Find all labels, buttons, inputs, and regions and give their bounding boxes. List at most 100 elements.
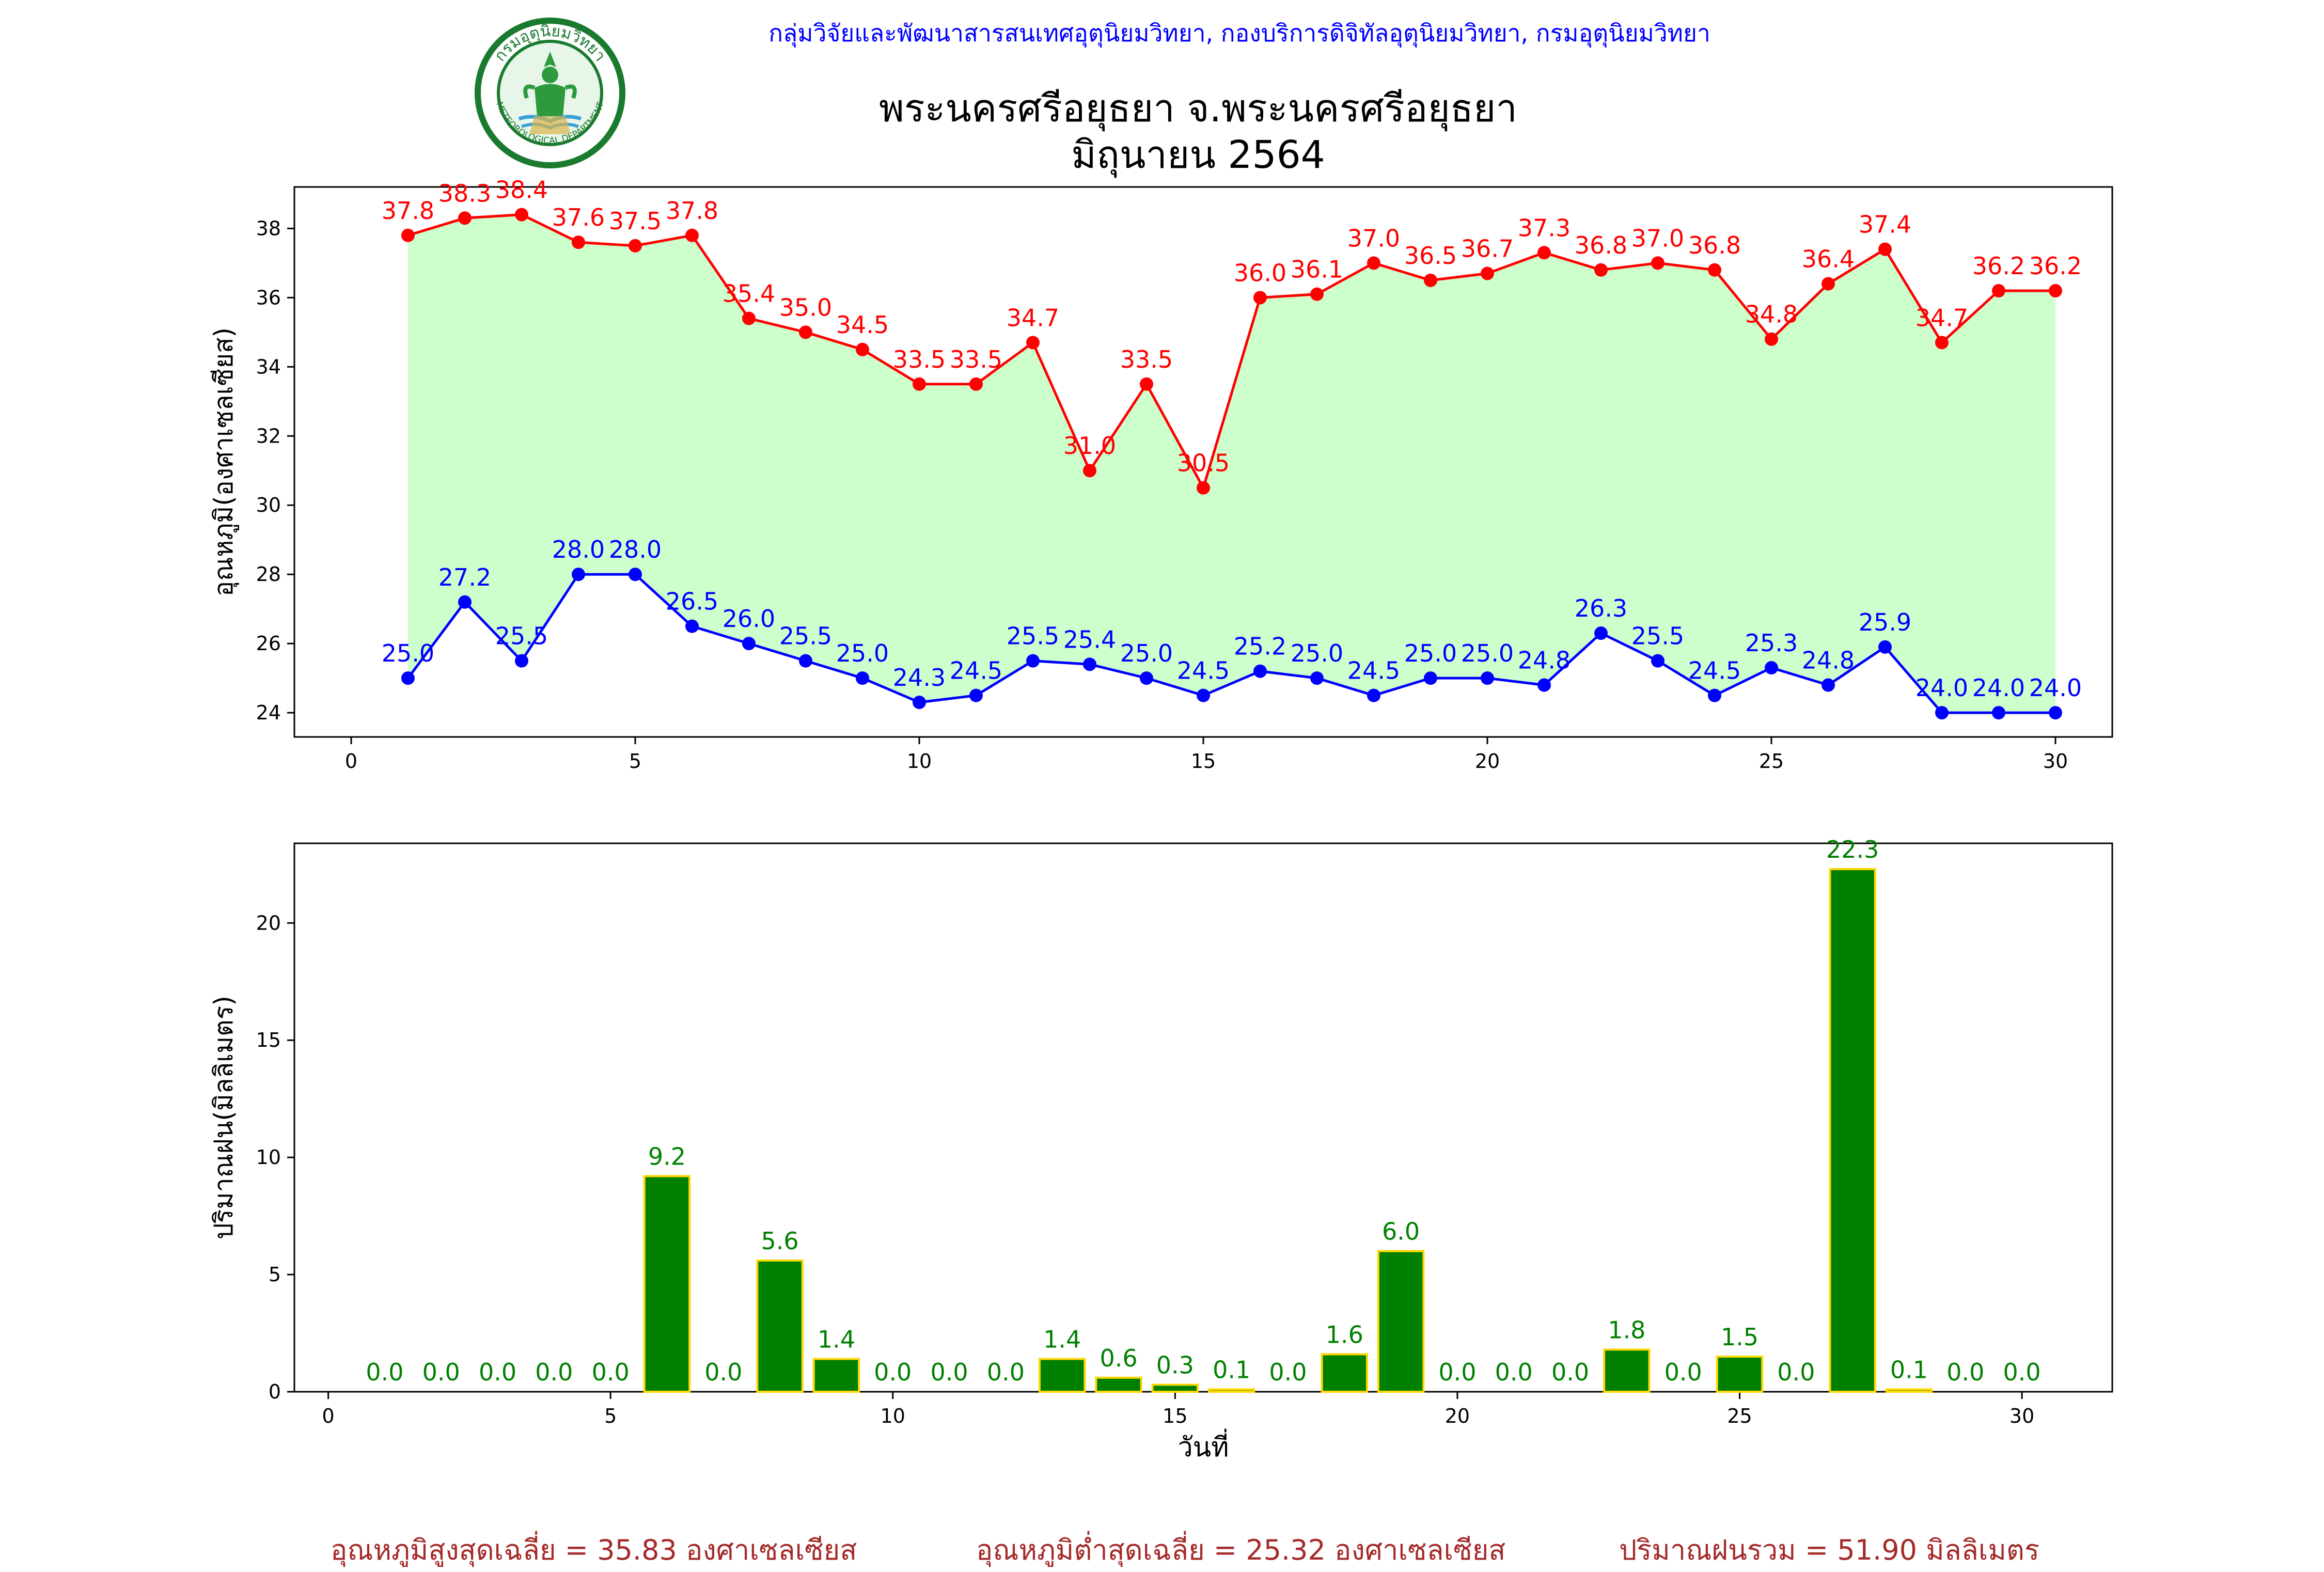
min-temp-data-label: 25.0 xyxy=(1291,639,1343,667)
max-temp-data-label: 33.5 xyxy=(893,345,946,373)
max-temp-point xyxy=(1594,263,1608,277)
rain-data-label: 0.0 xyxy=(2003,1358,2041,1386)
rain-bar xyxy=(1207,1388,1255,1393)
min-temp-data-label: 25.2 xyxy=(1234,633,1286,661)
max-temp-data-label: 34.8 xyxy=(1745,301,1798,328)
max-temp-data-label: 36.1 xyxy=(1291,256,1343,284)
min-temp-point xyxy=(1253,664,1267,678)
min-temp-point xyxy=(458,595,472,609)
min-temp-point xyxy=(1765,661,1778,675)
rain-bar xyxy=(812,1358,860,1393)
min-temp-point xyxy=(515,654,528,668)
min-temp-data-label: 24.5 xyxy=(1688,657,1741,685)
max-temp-data-label: 36.8 xyxy=(1575,231,1627,259)
rain-data-label: 0.0 xyxy=(1946,1358,1984,1386)
temp-x-tick-label: 20 xyxy=(1475,750,1500,773)
max-temp-point xyxy=(1481,266,1494,280)
rain-bar xyxy=(1716,1355,1764,1393)
max-temp-point xyxy=(1537,246,1551,260)
max-temp-data-label: 38.3 xyxy=(438,179,491,207)
temp-range-fill xyxy=(408,214,2055,713)
temp-y-tick-label: 38 xyxy=(256,217,281,240)
rain-x-tick-label: 30 xyxy=(2009,1405,2034,1427)
min-temp-data-label: 25.0 xyxy=(836,639,889,667)
max-temp-point xyxy=(913,377,926,391)
min-temp-data-label: 24.5 xyxy=(1347,657,1400,685)
rain-data-label: 0.1 xyxy=(1213,1356,1250,1384)
avg-min-temp-summary: อุณหภูมิต่ำสุดเฉลี่ย = 25.32 องศาเซลเซีย… xyxy=(976,1534,1506,1566)
min-temp-point xyxy=(1424,671,1437,685)
rain-x-axis-label: วันที่ xyxy=(1177,1428,1229,1463)
min-temp-point xyxy=(2049,706,2062,720)
max-temp-data-label: 36.5 xyxy=(1404,242,1457,270)
min-temp-point xyxy=(1878,640,1892,654)
max-temp-data-label: 37.8 xyxy=(382,197,434,225)
max-temp-point xyxy=(458,211,472,225)
rain-data-label: 0.0 xyxy=(987,1358,1025,1386)
max-temp-data-label: 37.5 xyxy=(609,207,662,235)
rain-bar xyxy=(1885,1388,1933,1393)
rain-bar xyxy=(756,1259,804,1393)
min-temp-data-label: 25.5 xyxy=(495,622,548,650)
max-temp-point xyxy=(629,239,642,253)
rain-bar xyxy=(1095,1376,1142,1393)
min-temp-point xyxy=(1026,654,1040,668)
min-temp-point xyxy=(856,671,869,685)
rain-data-label: 1.4 xyxy=(818,1325,855,1353)
meteorological-department-logo: กรมอุตุนิยมวิทยา METEOROLOGICAL DEPARTME… xyxy=(475,18,625,168)
rain-data-label: 0.0 xyxy=(704,1358,742,1386)
max-temp-data-label: 36.2 xyxy=(1972,252,2025,280)
min-temp-data-label: 28.0 xyxy=(552,536,605,563)
min-temp-point xyxy=(1537,678,1551,692)
min-temp-point xyxy=(799,654,812,668)
max-temp-point xyxy=(1310,287,1324,301)
rain-data-label: 0.0 xyxy=(1551,1358,1589,1386)
rain-y-tick-label: 10 xyxy=(256,1146,281,1169)
avg-max-temp-summary: อุณหภูมิสูงสุดเฉลี่ย = 35.83 องศาเซลเซีย… xyxy=(331,1534,857,1566)
max-temp-point xyxy=(742,311,756,325)
temp-y-axis-label: อุณหภูมิ(องศาเซลเซียส) xyxy=(209,327,239,596)
rain-y-tick-label: 15 xyxy=(256,1029,281,1051)
rain-bar xyxy=(1603,1348,1651,1393)
max-temp-point xyxy=(1992,284,2005,297)
max-temp-point xyxy=(1253,291,1267,305)
rain-bar xyxy=(1377,1250,1425,1393)
rain-data-label: 22.3 xyxy=(1826,836,1879,863)
rain-x-tick-label: 20 xyxy=(1445,1405,1470,1427)
rain-data-label: 5.6 xyxy=(761,1227,799,1255)
max-temp-point xyxy=(572,235,585,249)
temp-x-tick-label: 30 xyxy=(2043,750,2068,773)
rain-data-label: 0.0 xyxy=(930,1358,968,1386)
max-temp-data-label: 37.8 xyxy=(666,197,718,225)
rainfall-chart: 0 5 10 15 20 25 30 0 5 10 15 20 ปริมาณฝน(มิลลิเมตร) ว… xyxy=(209,836,2113,1463)
max-temp-data-label: 37.3 xyxy=(1518,214,1571,242)
max-temp-point xyxy=(1708,263,1721,277)
min-temp-data-label: 25.3 xyxy=(1745,629,1798,657)
summary-footer: อุณหภูมิสูงสุดเฉลี่ย = 35.83 องศาเซลเซีย… xyxy=(0,1528,2324,1566)
rain-data-label: 0.0 xyxy=(1495,1358,1533,1386)
total-rain-summary: ปริมาณฝนรวม = 51.90 มิลลิเมตร xyxy=(1619,1534,2040,1566)
max-temp-data-label: 35.0 xyxy=(779,293,832,321)
max-temp-point xyxy=(969,377,983,391)
rain-data-label: 0.0 xyxy=(1777,1358,1815,1386)
temp-x-tick-label: 25 xyxy=(1759,750,1784,773)
temp-y-tick-label: 32 xyxy=(256,425,281,447)
rain-data-label: 0.0 xyxy=(366,1358,403,1386)
rain-data-label: 9.2 xyxy=(648,1142,686,1170)
rain-data-label: 6.0 xyxy=(1382,1218,1420,1246)
min-temp-data-label: 24.5 xyxy=(950,657,1002,685)
rain-data-label: 0.0 xyxy=(874,1358,912,1386)
min-temp-data-label: 25.0 xyxy=(1404,639,1457,667)
max-temp-point xyxy=(2049,284,2062,297)
min-temp-point xyxy=(1197,688,1210,702)
min-temp-line xyxy=(406,573,2055,714)
max-temp-point xyxy=(1367,256,1380,270)
rain-data-label: 0.0 xyxy=(1438,1358,1476,1386)
chart-title-line1: พระนครศรีอยุธยา จ.พระนครศรีอยุธยา xyxy=(879,86,1517,131)
rain-data-label: 0.3 xyxy=(1156,1351,1194,1379)
max-temp-point xyxy=(685,228,699,242)
max-temp-point xyxy=(1765,332,1778,346)
min-temp-data-label: 26.5 xyxy=(666,588,718,616)
min-temp-data-label: 25.0 xyxy=(1461,639,1514,667)
